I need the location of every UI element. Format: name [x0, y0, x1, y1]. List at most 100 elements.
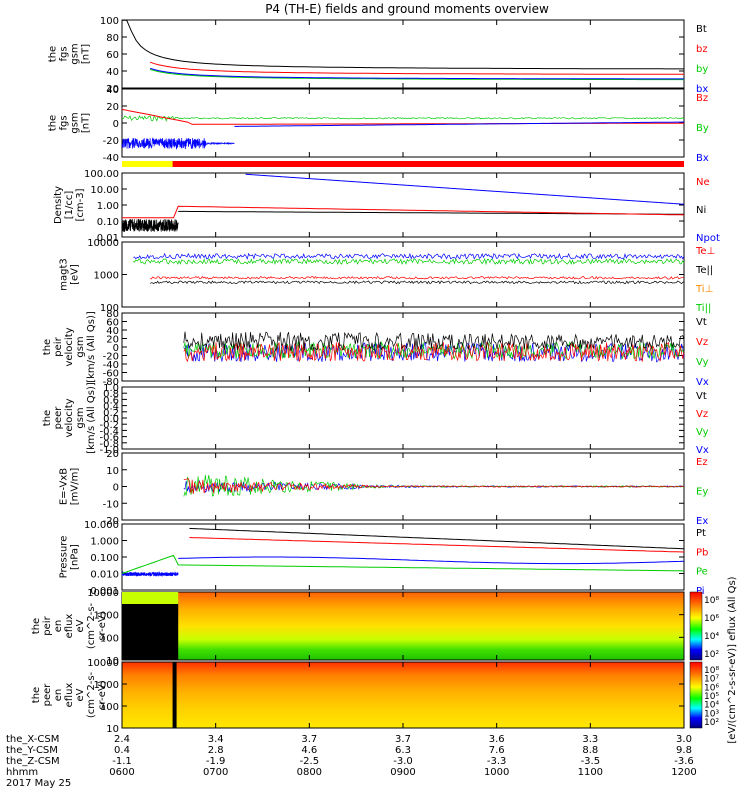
trace-Bx-trend: [234, 121, 685, 127]
y-tick-label: 1.000: [90, 537, 119, 548]
y-tick-label: 20: [106, 84, 119, 95]
trace-Ne: [122, 205, 685, 219]
y-tick-label: 0.2: [103, 408, 119, 419]
y-axis-label: Pressure: [59, 536, 70, 579]
colorbar-tick-label: 10⁵: [704, 692, 719, 702]
trace-Npot: [245, 173, 685, 205]
y-tick-label: 100: [100, 633, 119, 644]
y-tick-label: 100: [100, 303, 119, 314]
mode-bar-slow: [172, 161, 684, 167]
legend-entry: Te⊥: [695, 246, 715, 257]
colorbar-tick-label: 10⁸: [704, 666, 719, 676]
y-tick-label: 0.4: [103, 402, 119, 413]
y-tick-label: 60: [106, 50, 119, 61]
y-axis-label: [km/s (All Qs)]: [86, 382, 97, 454]
legend-entry: Npot: [696, 233, 720, 244]
y-axis-label: the: [42, 410, 53, 426]
y-axis-label: eflux: [64, 614, 75, 639]
trace-Pi-noisy: [121, 571, 179, 577]
trace-Vz: [183, 341, 685, 363]
y-tick-label: -20: [103, 516, 119, 527]
trace-Pi: [178, 556, 685, 565]
x-row-value: 3.0: [676, 734, 692, 745]
panel-frame: [121, 386, 685, 450]
y-tick-label: 10000: [87, 238, 119, 249]
colorbar-tick-label: 10³: [704, 709, 719, 719]
y-tick-label: 1000: [94, 680, 119, 691]
trace-Ni-noisy: [121, 218, 179, 232]
y-tick-label: 80: [106, 33, 119, 44]
y-axis-label: Density: [53, 186, 64, 224]
x-date-label: 2017 May 25: [6, 778, 71, 789]
trace-bx: [149, 67, 684, 80]
y-axis-label: gsm: [70, 112, 81, 133]
x-row-value: 7.6: [489, 745, 505, 756]
x-row-value: -3.6: [674, 756, 694, 767]
colorbar-tick-label: 10⁶: [704, 683, 719, 693]
x-row-label: the_X-CSM: [6, 734, 59, 745]
y-tick-label: 0: [113, 483, 119, 494]
trace-Pt: [189, 527, 685, 550]
y-tick-label: 0.0: [103, 414, 119, 425]
x-row-value: -3.3: [487, 756, 507, 767]
x-row-value: 0800: [297, 767, 322, 778]
y-tick-label: 20: [106, 102, 119, 113]
x-row-value: -2.5: [300, 756, 320, 767]
legend-entry: Vx: [696, 445, 709, 456]
legend-entry: By: [696, 123, 709, 134]
y-tick-label: 0.6: [103, 395, 119, 406]
x-row-value: 3.4: [208, 734, 224, 745]
y-axis-label: gsm: [75, 336, 86, 357]
y-tick-label: 10.00: [90, 185, 119, 196]
y-axis-label: peer: [53, 406, 64, 430]
x-row-value: 9.8: [676, 745, 692, 756]
spectrogram-electron-gap: [172, 662, 177, 728]
x-row-value: -1.1: [112, 756, 132, 767]
y-axis-label: the: [31, 687, 42, 703]
x-row-label: the_Z-CSM: [6, 756, 60, 767]
legend-entry: by: [696, 64, 708, 75]
y-tick-label: 10: [106, 656, 119, 667]
y-tick-label: 100: [100, 702, 119, 713]
trace-Ez: [183, 478, 685, 495]
x-row-value: 3.3: [582, 734, 598, 745]
x-row-label: hhmm: [6, 767, 38, 778]
legend-entry: Bx: [696, 153, 709, 164]
spectrogram-electron-fill: [122, 662, 684, 728]
trace-By: [121, 115, 685, 122]
x-row-label: the_Y-CSM: [6, 745, 58, 756]
panel-frame: [121, 241, 685, 308]
y-tick-label: 0: [113, 343, 119, 354]
y-axis-label: peer: [42, 683, 53, 707]
y-tick-label: 40: [106, 326, 119, 337]
y-axis-label: [cm-3]: [75, 188, 86, 221]
y-axis-label: [1/cc]: [64, 191, 75, 220]
y-axis-label: peir: [53, 336, 64, 356]
y-axis-label: [eV]: [70, 264, 81, 285]
trace-Vt: [183, 331, 685, 352]
y-tick-label: 100.00: [84, 169, 119, 180]
y-axis-label: velocity: [64, 398, 75, 437]
trace-by: [149, 69, 684, 81]
legend-entry: bz: [696, 44, 708, 55]
y-axis-label: en: [53, 620, 64, 633]
x-row-value: 1200: [671, 767, 696, 778]
y-axis-label: [nT]: [81, 113, 92, 133]
colorbar: [689, 591, 703, 661]
y-axis-label: sr-eV): [97, 680, 108, 709]
spectrogram-ion-early-band: [122, 592, 179, 604]
trace-Bx: [121, 137, 235, 150]
y-axis-label: gsm: [70, 43, 81, 64]
y-axis-label: the: [48, 46, 59, 62]
y-tick-label: -0.8: [99, 439, 119, 450]
y-tick-label: 1000: [94, 271, 119, 282]
y-tick-label: 1000: [94, 611, 119, 622]
legend-entry: Ex: [696, 516, 708, 527]
y-axis-label: (cm^2-s-: [86, 671, 97, 718]
y-axis-label: velocity: [64, 327, 75, 366]
trace-Pe: [121, 554, 685, 574]
y-tick-label: -20: [103, 136, 119, 147]
y-tick-label: -40: [103, 153, 119, 164]
colorbar-tick-label: 10⁸: [704, 596, 719, 606]
